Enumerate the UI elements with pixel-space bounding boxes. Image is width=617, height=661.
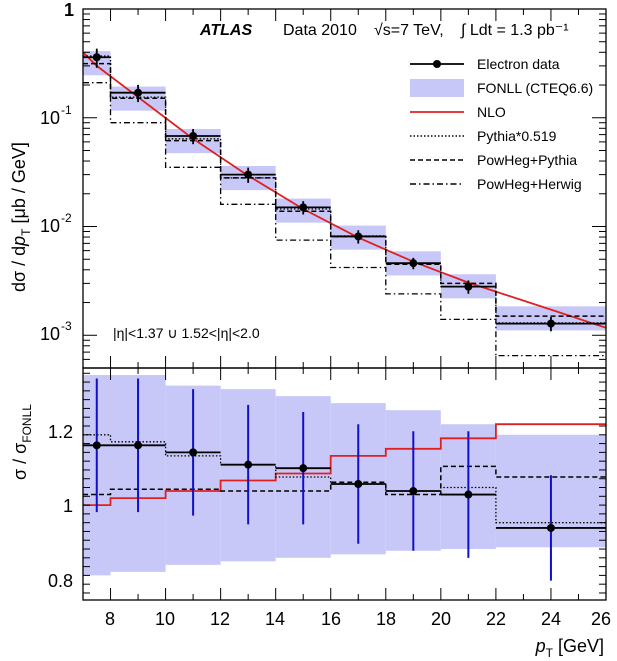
top-ytick-label-2-exp: -2 (61, 211, 72, 225)
xtick-label-22: 22 (486, 609, 506, 629)
legend-entry-pythia: Pythia*0.519 (410, 128, 557, 144)
data-point-7 (464, 282, 473, 291)
legend-label-nlo: NLO (477, 104, 506, 120)
top-ytick-label-1: 10 (40, 108, 60, 128)
ratio-point-1 (134, 441, 143, 450)
dataset-label: Data 2010 (283, 22, 357, 39)
data-point-5 (354, 232, 363, 241)
data-point-3 (244, 170, 253, 179)
data-point-0 (92, 53, 101, 62)
xtick-label-20: 20 (431, 609, 451, 629)
legend-label-fonll: FONLL (CTEQ6.6) (477, 80, 593, 96)
ratio-point-7 (464, 490, 473, 499)
bottom-axis-ticks (82, 368, 607, 600)
xtick-label-24: 24 (541, 609, 561, 629)
bottom-data-layer (83, 378, 606, 581)
luminosity-label: ∫ Ldt = 1.3 pb⁻¹ (460, 22, 569, 39)
legend-entry-powheg-herwig: PowHeg+Herwig (410, 176, 582, 192)
legend-entry-nlo: NLO (410, 104, 506, 120)
top-ytick-label-1-exp: -1 (61, 103, 72, 117)
xtick-label-12: 12 (210, 609, 230, 629)
xtick-label-26: 26 (591, 609, 611, 629)
legend-label-powheg-herwig: PowHeg+Herwig (477, 176, 582, 192)
legend-label-powheg-pythia: PowHeg+Pythia (477, 152, 577, 168)
data-point-1 (134, 88, 143, 97)
legend-label-pythia: Pythia*0.519 (477, 128, 557, 144)
top-ytick-label-0: 1 (64, 0, 74, 20)
data-point-8 (546, 319, 555, 328)
atlas-label: ATLAS (199, 22, 252, 39)
powheg-pythia-curve (83, 62, 606, 317)
top-data-layer (83, 48, 606, 332)
legend-entry-fonll: FONLL (CTEQ6.6) (410, 79, 593, 97)
ratio-point-6 (409, 487, 418, 496)
data-point-6 (409, 259, 418, 268)
ratio-point-0 (92, 441, 101, 450)
xtick-label-10: 10 (155, 609, 175, 629)
legend-entry-powheg-pythia: PowHeg+Pythia (410, 152, 577, 168)
top-ytick-label-2: 10 (40, 216, 60, 236)
top-axis-ticks (82, 8, 607, 369)
xtick-label-14: 14 (265, 609, 285, 629)
ratio-point-8 (546, 523, 555, 532)
data-point-2 (189, 131, 198, 140)
xtick-label-8: 8 (105, 609, 115, 629)
bottom-plot-frame (82, 367, 607, 601)
top-ytick-label-3: 10 (40, 324, 60, 344)
xtick-label-18: 18 (376, 609, 396, 629)
ratio-point-5 (354, 480, 363, 488)
bottom-band-layer (83, 375, 606, 576)
legend-entry-electron-data: Electron data (410, 56, 560, 72)
x-axis-title: pT [GeV] (535, 636, 604, 660)
top-ytick-label-3-exp: -3 (61, 319, 72, 333)
bottom-ytick-label-0: 0.8 (48, 571, 73, 591)
bottom-ytick-label-1: 1 (63, 496, 73, 516)
legend-label-electron-data: Electron data (477, 56, 560, 72)
top-y-axis-title: dσ / dpT [μb / GeV] (9, 142, 33, 292)
ratio-point-4 (299, 464, 308, 473)
energy-label: √s=7 TeV, (374, 22, 444, 39)
powheg-herwig-curve (83, 82, 606, 357)
xtick-label-16: 16 (321, 609, 341, 629)
eta-range-annotation: |η|<1.37 ∪ 1.52<|η|<2.0 (113, 325, 260, 341)
data-point-4 (299, 203, 308, 212)
bottom-y-axis-title: σ / σFONLL (10, 404, 34, 480)
ratio-point-2 (189, 448, 198, 457)
legend: Electron data FONLL (CTEQ6.6) NLO Pythia… (410, 56, 593, 192)
ratio-point-3 (244, 460, 253, 469)
bottom-ytick-label-2: 1.2 (48, 422, 73, 442)
